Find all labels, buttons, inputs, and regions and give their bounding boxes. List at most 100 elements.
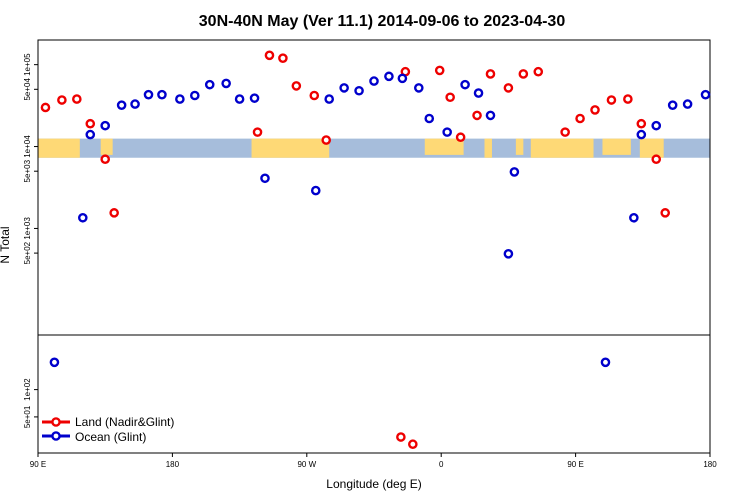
ocean-point [636, 129, 647, 140]
land-point [408, 439, 418, 450]
land-point [72, 94, 82, 104]
ocean-point [354, 85, 364, 96]
x-axis-label: Longitude (deg E) [326, 477, 421, 491]
ocean-point [221, 78, 231, 89]
ocean-point [667, 100, 678, 110]
x-tick-label: 180 [703, 460, 717, 469]
ocean-point [473, 88, 484, 98]
ocean-point [424, 113, 435, 124]
land-point [533, 66, 544, 77]
y-tick-label: 5e+04 [23, 78, 32, 101]
y-tick-label: 5e+01 [23, 405, 32, 428]
x-tick-label: 90 E [30, 460, 46, 469]
land-point [109, 208, 119, 218]
lower-y-axis: 1e+02 5e+01 [23, 378, 38, 428]
map-land [639, 138, 664, 158]
ocean-point [700, 89, 711, 100]
ocean-point [600, 357, 611, 368]
ocean-point [143, 89, 154, 100]
land-point [623, 94, 633, 104]
map-land [424, 138, 464, 155]
upper-data-points [40, 50, 711, 259]
land-point [321, 135, 332, 145]
x-tick-label: 0 [439, 460, 444, 469]
land-point [518, 69, 529, 79]
land-point [85, 118, 96, 129]
map-land [38, 138, 80, 158]
land-point [309, 90, 320, 101]
land-point [100, 154, 110, 165]
legend-label-ocean: Ocean (Glint) [75, 430, 146, 444]
land-point [434, 65, 445, 76]
y-tick-label: 1e+04 [23, 135, 32, 158]
ocean-point [651, 120, 662, 131]
map-land [530, 138, 594, 158]
legend-marker-land [51, 417, 61, 427]
ocean-point [234, 94, 245, 104]
ocean-point [442, 127, 452, 137]
land-point [264, 50, 275, 61]
land-point [590, 105, 600, 115]
ocean-point [100, 120, 110, 131]
chart-title: 30N-40N May (Ver 11.1) 2014-09-06 to 202… [199, 13, 566, 30]
legend-marker-ocean [51, 431, 61, 441]
ocean-point [260, 173, 270, 184]
ocean-point [384, 71, 394, 82]
map-land [515, 138, 524, 155]
ocean-point [339, 83, 349, 93]
world-map-strip [38, 138, 710, 158]
land-point [636, 118, 647, 129]
ocean-point [249, 93, 260, 103]
ocean-point [310, 185, 321, 196]
map-land [602, 138, 631, 155]
land-point [606, 95, 617, 105]
ocean-point [204, 79, 215, 90]
ocean-point [369, 76, 379, 86]
map-land [484, 138, 492, 158]
lower-plot-frame [37, 334, 711, 454]
land-point [660, 208, 671, 218]
land-point [575, 113, 585, 124]
y-tick-label: 1e+02 [23, 378, 32, 401]
x-tick-label: 90 W [297, 460, 316, 469]
y-axis-label: N Total [0, 226, 12, 263]
ocean-point [503, 249, 514, 259]
map-land [251, 138, 330, 158]
legend-entry-ocean: Ocean (Glint) [42, 430, 146, 444]
land-point [396, 432, 406, 442]
legend-entry-land: Land (Nadir&Glint) [42, 415, 174, 429]
ocean-point [460, 79, 470, 90]
ocean-point [157, 89, 167, 100]
ocean-point [413, 83, 424, 93]
ocean-point [682, 99, 693, 109]
ocean-point [397, 73, 408, 84]
y-tick-label: 5e+03 [23, 159, 32, 182]
land-point [503, 83, 514, 93]
ocean-point [324, 94, 335, 104]
ocean-point [49, 357, 60, 368]
ocean-point [509, 167, 520, 177]
land-point [455, 132, 466, 143]
legend-label-land: Land (Nadir&Glint) [75, 415, 174, 429]
ocean-point [175, 94, 185, 104]
y-tick-label: 1e+05 [23, 53, 32, 76]
ocean-point [189, 90, 200, 101]
map-land [100, 138, 113, 155]
land-point [40, 102, 51, 113]
land-point [278, 53, 288, 63]
land-point [291, 81, 302, 91]
land-point [472, 110, 482, 121]
y-tick-label: 5e+02 [23, 241, 32, 264]
lower-data-points [49, 357, 611, 450]
ocean-point [130, 99, 140, 109]
ocean-point [85, 129, 96, 140]
land-point [445, 92, 455, 103]
lower-panel: 1e+02 5e+01 [23, 334, 711, 454]
legend: Land (Nadir&Glint) Ocean (Glint) [42, 415, 174, 444]
y-tick-label: 1e+03 [23, 217, 32, 240]
ocean-point [629, 212, 639, 223]
land-point [485, 69, 496, 79]
land-point [252, 127, 263, 137]
